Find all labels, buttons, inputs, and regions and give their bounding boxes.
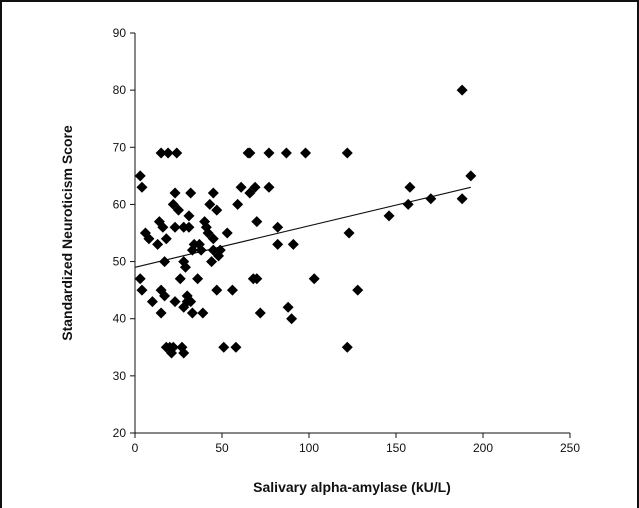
data-point [183,221,195,233]
data-point [155,147,167,159]
data-point [308,273,320,285]
data-point [185,187,197,199]
data-point [159,256,171,268]
data-point [136,284,148,296]
data-point [244,147,256,159]
data-point [214,244,226,256]
data-point [204,198,216,210]
data-point [171,147,183,159]
data-point [207,187,219,199]
data-point [136,181,148,193]
data-point [134,170,146,182]
ticks: 20 30 40 50 60 70 80 90 0 50 100 150 200 250 [113,26,581,455]
data-point [235,181,247,193]
data-point [280,147,292,159]
data-point [207,233,219,245]
data-point [146,296,158,308]
data-point [263,147,275,159]
x-axis-label: Salivary alpha-amylase (kU/L) [253,479,451,495]
data-point [167,341,179,353]
data-point [185,296,197,308]
data-point [173,204,184,216]
data-point [169,221,181,233]
data-point [159,290,171,302]
data-point [465,170,477,182]
data-point [456,84,468,96]
data-point [341,147,353,159]
data-point [263,181,275,193]
data-point [226,284,238,296]
x-tick-label: 50 [215,441,229,455]
data-point [169,187,181,199]
data-point [287,238,299,250]
data-point [211,284,223,296]
x-tick-label: 150 [386,441,406,455]
data-point [179,261,191,273]
data-point [232,198,244,210]
data-point [272,221,284,233]
data-point [404,181,416,193]
data-point [230,341,242,353]
data-point [143,233,155,245]
y-tick-label: 40 [113,312,127,326]
data-point [456,193,468,205]
data-point [341,341,353,353]
data-point [183,210,195,222]
y-tick-label: 60 [113,197,127,211]
x-tick-label: 0 [132,441,139,455]
y-tick-label: 90 [113,26,127,40]
data-point [286,313,298,325]
data-point [197,307,209,319]
data-point [249,181,261,193]
data-point [300,147,312,159]
y-tick-label: 70 [113,140,127,154]
data-point [221,227,233,239]
data-point [272,238,284,250]
data-point [383,210,395,222]
data-point [352,284,364,296]
data-point [254,307,266,319]
data-point [251,273,263,285]
data-point [211,204,223,216]
y-tick-label: 80 [113,83,127,97]
y-tick-label: 50 [113,255,127,269]
data-point [206,256,218,268]
data-point [195,244,207,256]
y-tick-label: 20 [113,426,127,440]
axes [134,33,570,434]
data-point [343,227,355,239]
data-point [152,238,164,250]
data-points [134,84,477,359]
x-tick-label: 100 [299,441,319,455]
data-point [218,341,230,353]
y-tick-label: 30 [113,369,127,383]
data-point [282,301,294,313]
data-point [169,296,181,308]
data-point [178,347,190,359]
data-point [134,273,146,285]
data-point [155,307,167,319]
data-point [425,193,437,205]
data-point [160,233,172,245]
x-tick-label: 200 [473,441,493,455]
data-point [162,147,174,159]
y-axis-label: Standardized Neuroticism Score [59,125,75,341]
data-point [192,273,204,285]
x-tick-label: 250 [560,441,580,455]
data-point [157,221,169,233]
data-point [251,216,263,228]
data-point [186,307,198,319]
data-point [174,273,186,285]
data-point [402,198,414,210]
